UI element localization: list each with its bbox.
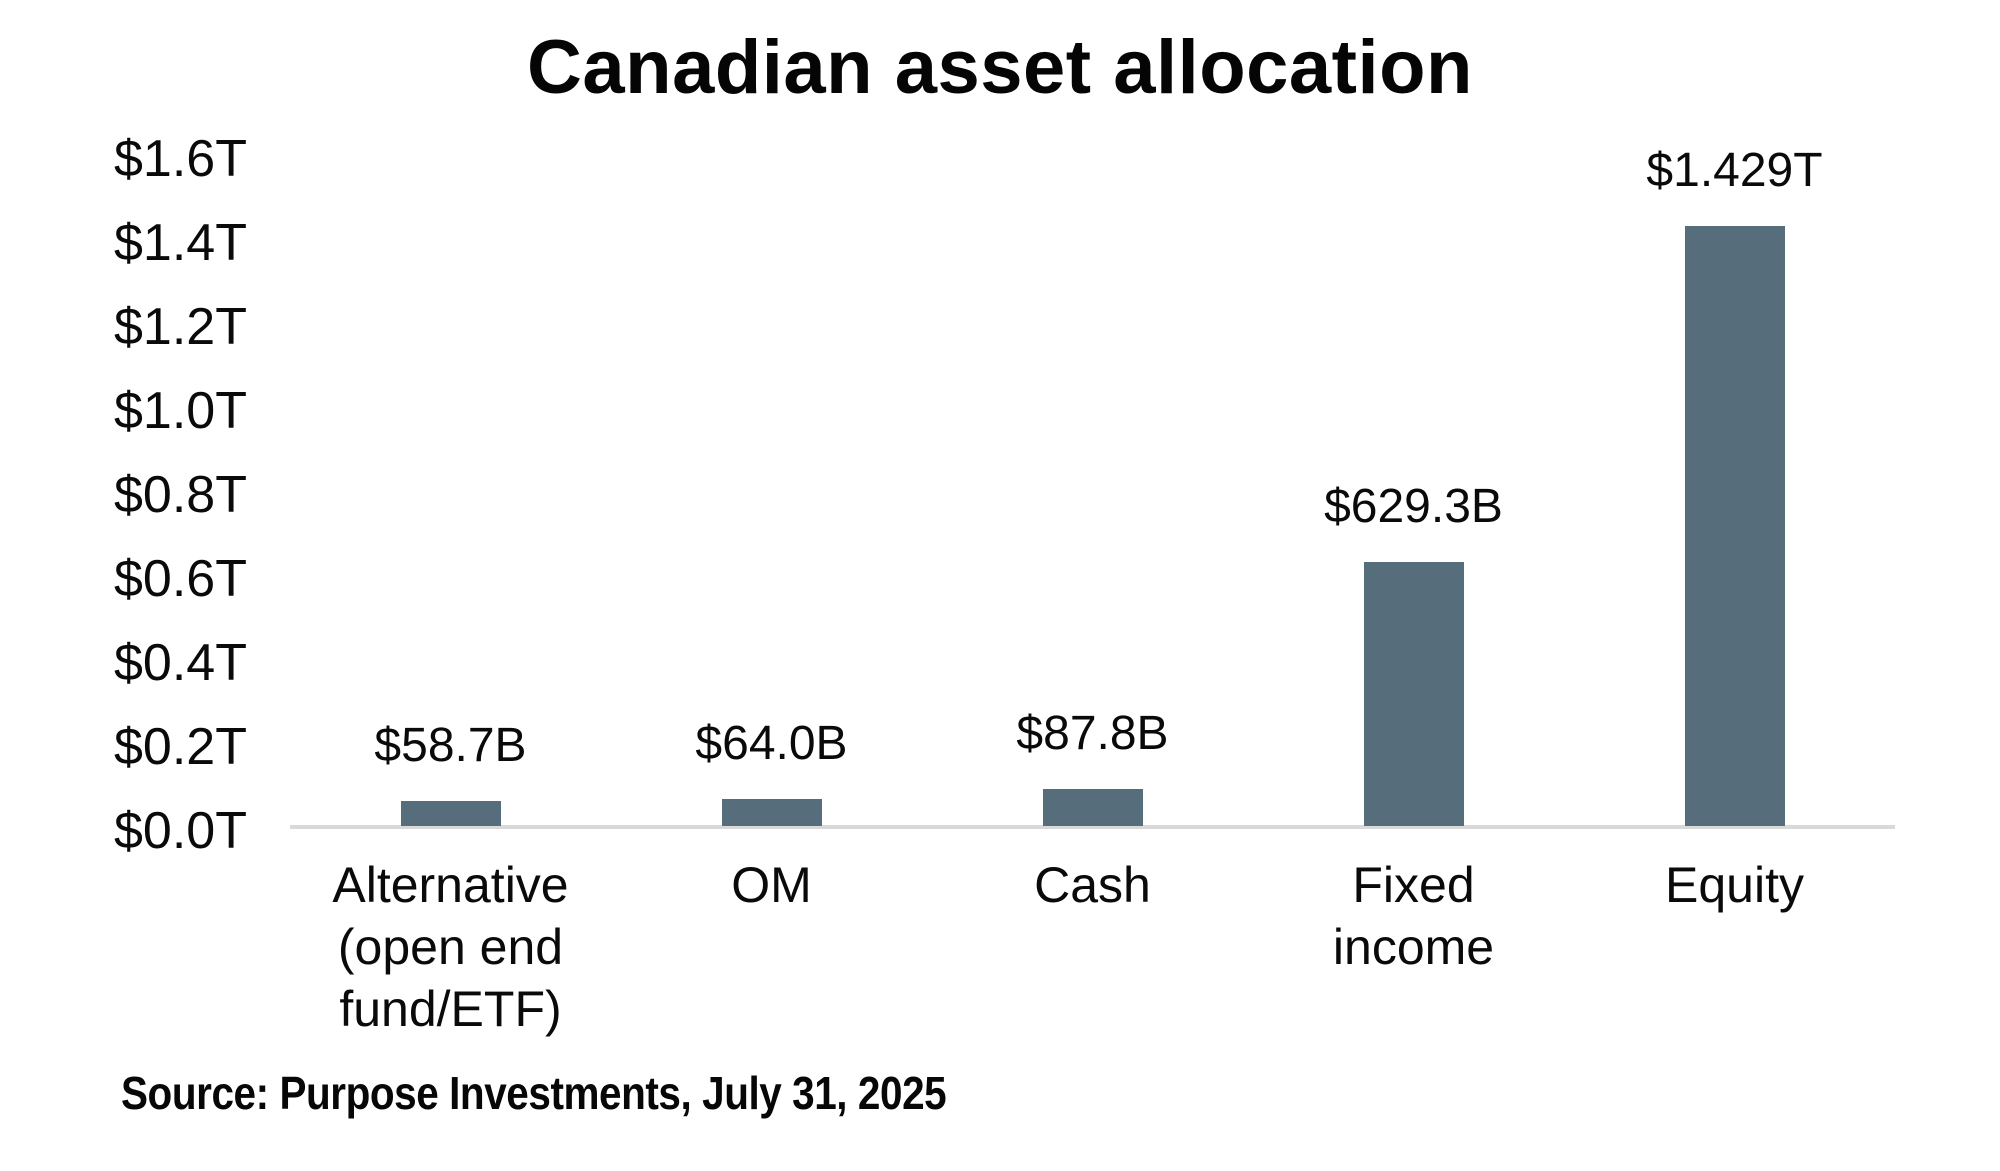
bar-column: $58.7B Alternative (open end fund/ETF) — [290, 156, 611, 1038]
bar-value-label: $87.8B — [1016, 707, 1169, 760]
bar-value-label: $64.0B — [695, 717, 848, 770]
x-axis-category-label: Fixed income — [1332, 857, 1495, 975]
x-axis-category-label: Equity — [1665, 857, 1804, 913]
y-axis-tick-label: $0.4T — [114, 634, 247, 692]
bar — [1363, 562, 1464, 826]
y-axis-tick-label: $0.0T — [114, 802, 247, 860]
y-axis-tick-label: $1.6T — [114, 130, 247, 188]
bar — [1042, 789, 1143, 826]
bar-column: $1.429T Equity — [1574, 146, 1895, 914]
x-axis-line — [290, 825, 1895, 829]
x-axis-category-label: OM — [731, 857, 812, 913]
bar-value-label: $1.429T — [1646, 144, 1823, 197]
y-axis-tick-label: $1.2T — [114, 298, 247, 356]
y-axis-tick-label: $0.6T — [114, 550, 247, 608]
bar — [400, 801, 501, 826]
source-caption: Source: Purpose Investments, July 31, 20… — [121, 1067, 947, 1119]
bar — [1684, 226, 1785, 826]
y-axis-tick-label: $1.4T — [114, 214, 247, 272]
bar-column: $629.3B Fixed income — [1253, 156, 1574, 976]
y-axis-tick-label: $0.2T — [114, 718, 247, 776]
y-axis-tick-label: $0.8T — [114, 466, 247, 524]
x-axis-category-label: Cash — [1034, 857, 1151, 913]
bar-value-label: $629.3B — [1324, 480, 1503, 533]
bar — [721, 799, 822, 826]
bar-column: $64.0B OM — [611, 156, 932, 914]
y-axis-tick-label: $1.0T — [114, 382, 247, 440]
x-axis-category-label: Alternative (open end fund/ETF) — [332, 857, 569, 1037]
plot-area: $58.7B Alternative (open end fund/ETF) $64… — [290, 146, 1895, 1038]
bar-value-label: $58.7B — [374, 719, 527, 772]
bar-column: $87.8B Cash — [932, 156, 1253, 914]
chart-title: Canadian asset allocation — [527, 25, 1473, 110]
